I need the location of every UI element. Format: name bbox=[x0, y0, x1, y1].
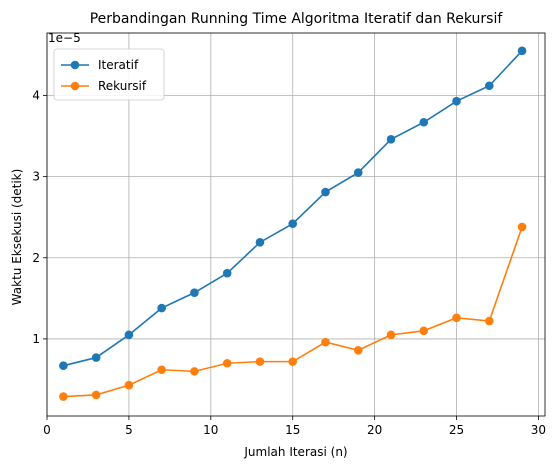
x-tick-label: 20 bbox=[367, 423, 382, 437]
legend-label-rekursif: Rekursif bbox=[98, 79, 147, 93]
data-point-iteratif bbox=[321, 187, 330, 197]
y-tick-label: 1 bbox=[32, 332, 40, 346]
data-point-iteratif bbox=[91, 353, 101, 362]
data-point-rekursif bbox=[353, 345, 363, 355]
x-tick-label: 15 bbox=[285, 423, 300, 437]
y-axis-label: Waktu Eksekusi (detik) bbox=[10, 169, 24, 306]
y-offset-label: 1e−5 bbox=[48, 31, 81, 45]
data-point-rekursif bbox=[59, 392, 68, 401]
data-point-iteratif bbox=[124, 330, 134, 340]
data-point-iteratif bbox=[452, 96, 461, 106]
data-point-iteratif bbox=[386, 134, 396, 144]
data-point-iteratif bbox=[517, 46, 527, 56]
data-point-rekursif bbox=[157, 365, 166, 375]
data-point-rekursif bbox=[190, 367, 199, 376]
y-tick-label: 4 bbox=[32, 88, 40, 102]
data-point-iteratif bbox=[222, 268, 232, 278]
data-point-rekursif bbox=[386, 330, 396, 340]
data-point-rekursif bbox=[255, 357, 265, 366]
x-tick-label: 30 bbox=[531, 423, 546, 437]
series-layer bbox=[59, 46, 527, 401]
data-point-rekursif bbox=[91, 390, 101, 400]
x-tick-label: 5 bbox=[125, 423, 133, 437]
data-point-rekursif bbox=[288, 357, 298, 366]
y-tick-label: 2 bbox=[32, 251, 40, 265]
data-point-iteratif bbox=[485, 81, 494, 91]
data-point-iteratif bbox=[157, 303, 166, 313]
x-tick-label: 10 bbox=[203, 423, 218, 437]
data-point-rekursif bbox=[222, 358, 232, 368]
x-axis-label: Jumlah Iterasi (n) bbox=[243, 445, 347, 459]
series-iteratif bbox=[59, 46, 527, 370]
chart-title: Perbandingan Running Time Algoritma Iter… bbox=[90, 11, 504, 27]
x-tick-label: 0 bbox=[43, 423, 51, 437]
data-point-rekursif bbox=[485, 316, 494, 326]
data-point-rekursif bbox=[517, 222, 527, 232]
legend: Iteratif Rekursif bbox=[53, 48, 165, 101]
data-point-rekursif bbox=[419, 326, 429, 336]
data-point-iteratif bbox=[190, 288, 199, 297]
data-point-iteratif bbox=[59, 361, 68, 370]
data-point-iteratif bbox=[419, 117, 429, 127]
plot-area bbox=[46, 32, 546, 417]
axis-ticks: 0 5 10 15 20 25 30 1 2 3 4 bbox=[32, 88, 546, 437]
data-point-iteratif bbox=[288, 219, 298, 228]
legend-label-iteratif: Iteratif bbox=[98, 58, 139, 72]
legend-box bbox=[53, 48, 165, 101]
legend-marker-iteratif bbox=[70, 60, 80, 70]
data-point-iteratif bbox=[255, 238, 265, 247]
x-tick-label: 25 bbox=[449, 423, 464, 437]
legend-marker-rekursif bbox=[70, 81, 80, 91]
y-tick-label: 3 bbox=[32, 170, 40, 184]
data-point-rekursif bbox=[321, 337, 330, 347]
data-point-rekursif bbox=[452, 313, 461, 323]
series-rekursif bbox=[59, 222, 527, 401]
data-point-iteratif bbox=[353, 168, 363, 177]
data-point-rekursif bbox=[124, 380, 134, 390]
